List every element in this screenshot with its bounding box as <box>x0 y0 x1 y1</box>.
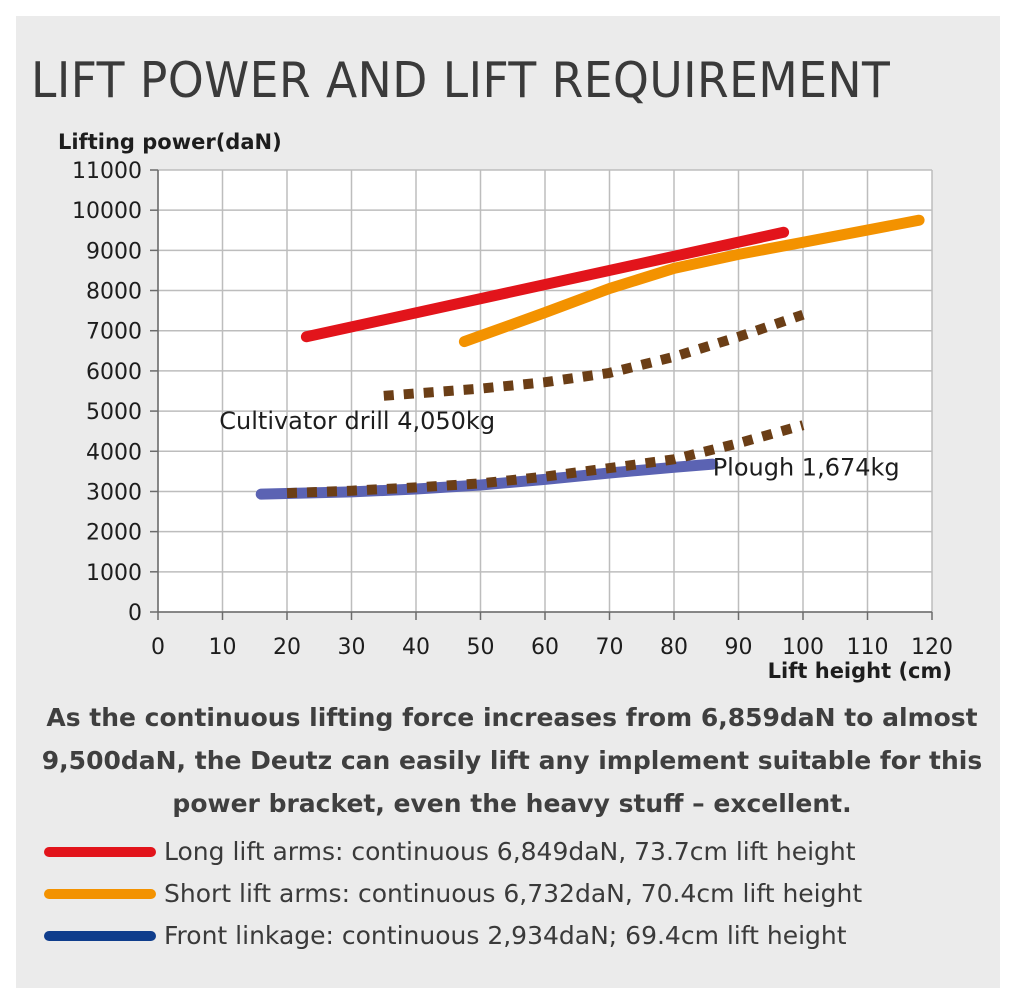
chart-title: LIFT POWER AND LIFT REQUIREMENT <box>31 52 891 109</box>
y-tick-label: 6000 <box>86 360 142 385</box>
x-tick-label: 60 <box>531 635 559 660</box>
x-tick-label: 0 <box>151 635 165 660</box>
x-tick-label: 20 <box>273 635 301 660</box>
y-tick-label: 4000 <box>86 440 142 465</box>
x-tick-label: 10 <box>209 635 237 660</box>
y-axis-label: Lifting power(daN) <box>58 130 282 154</box>
x-tick-label: 30 <box>338 635 366 660</box>
y-tick-label: 3000 <box>86 480 142 505</box>
chart-caption: As the continuous lifting force increase… <box>41 703 983 818</box>
y-tick-label: 2000 <box>86 521 142 546</box>
lift-power-chart: 0 10 20 30 40 50 60 70 80 90 100 110 120 0 1000 2000 300… <box>58 130 953 683</box>
legend-label: Short lift arms: continuous 6,732daN, 70… <box>164 879 863 908</box>
y-tick-label: 5000 <box>86 400 142 425</box>
annotation-label-0: Cultivator drill 4,050kg <box>219 407 495 435</box>
y-tick-label: 7000 <box>86 320 142 345</box>
y-tick-label: 10000 <box>72 199 142 224</box>
x-tick-label: 100 <box>782 635 824 660</box>
axes <box>150 169 933 620</box>
x-tick-label: 110 <box>847 635 889 660</box>
tick-labels: 0 10 20 30 40 50 60 70 80 90 100 110 120 0 1000 2000 300… <box>72 159 953 660</box>
legend-swatch <box>44 847 156 857</box>
x-tick-label: 50 <box>467 635 495 660</box>
series-line-0 <box>300 226 790 343</box>
legend-swatch <box>44 931 156 941</box>
annotation-label-1: Plough 1,674kg <box>713 453 900 481</box>
annotations: Cultivator drill 4,050kg Plough 1,674kg <box>219 407 899 481</box>
legend-label: Front linkage: continuous 2,934daN; 69.4… <box>164 921 847 950</box>
y-tick-label: 1000 <box>86 561 142 586</box>
y-tick-label: 0 <box>128 601 142 626</box>
y-tick-label: 9000 <box>86 239 142 264</box>
legend-label: Long lift arms: continuous 6,849daN, 73.… <box>164 837 856 866</box>
x-tick-label: 120 <box>911 635 953 660</box>
x-tick-label: 80 <box>660 635 688 660</box>
series-line-4 <box>286 420 805 499</box>
x-axis-label: Lift height (cm) <box>768 659 952 683</box>
x-tick-label: 40 <box>402 635 430 660</box>
x-tick-label: 90 <box>725 635 753 660</box>
y-tick-label: 11000 <box>72 159 142 184</box>
series-line-1 <box>458 214 925 348</box>
y-tick-label: 8000 <box>86 280 142 305</box>
x-tick-label: 70 <box>596 635 624 660</box>
series-lines <box>255 214 925 500</box>
series-line-3 <box>383 309 805 401</box>
legend-swatch <box>44 889 156 899</box>
